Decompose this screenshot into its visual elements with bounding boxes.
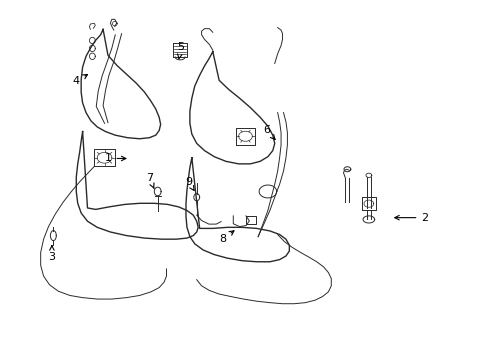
Text: 7: 7 [145, 173, 154, 189]
Text: 4: 4 [73, 75, 87, 86]
Text: 6: 6 [263, 125, 274, 139]
Text: 1: 1 [104, 153, 125, 163]
Text: 9: 9 [184, 177, 194, 190]
Text: 5: 5 [177, 42, 184, 59]
Text: 3: 3 [48, 246, 55, 262]
Text: 2: 2 [394, 213, 427, 222]
Text: 8: 8 [219, 231, 233, 244]
